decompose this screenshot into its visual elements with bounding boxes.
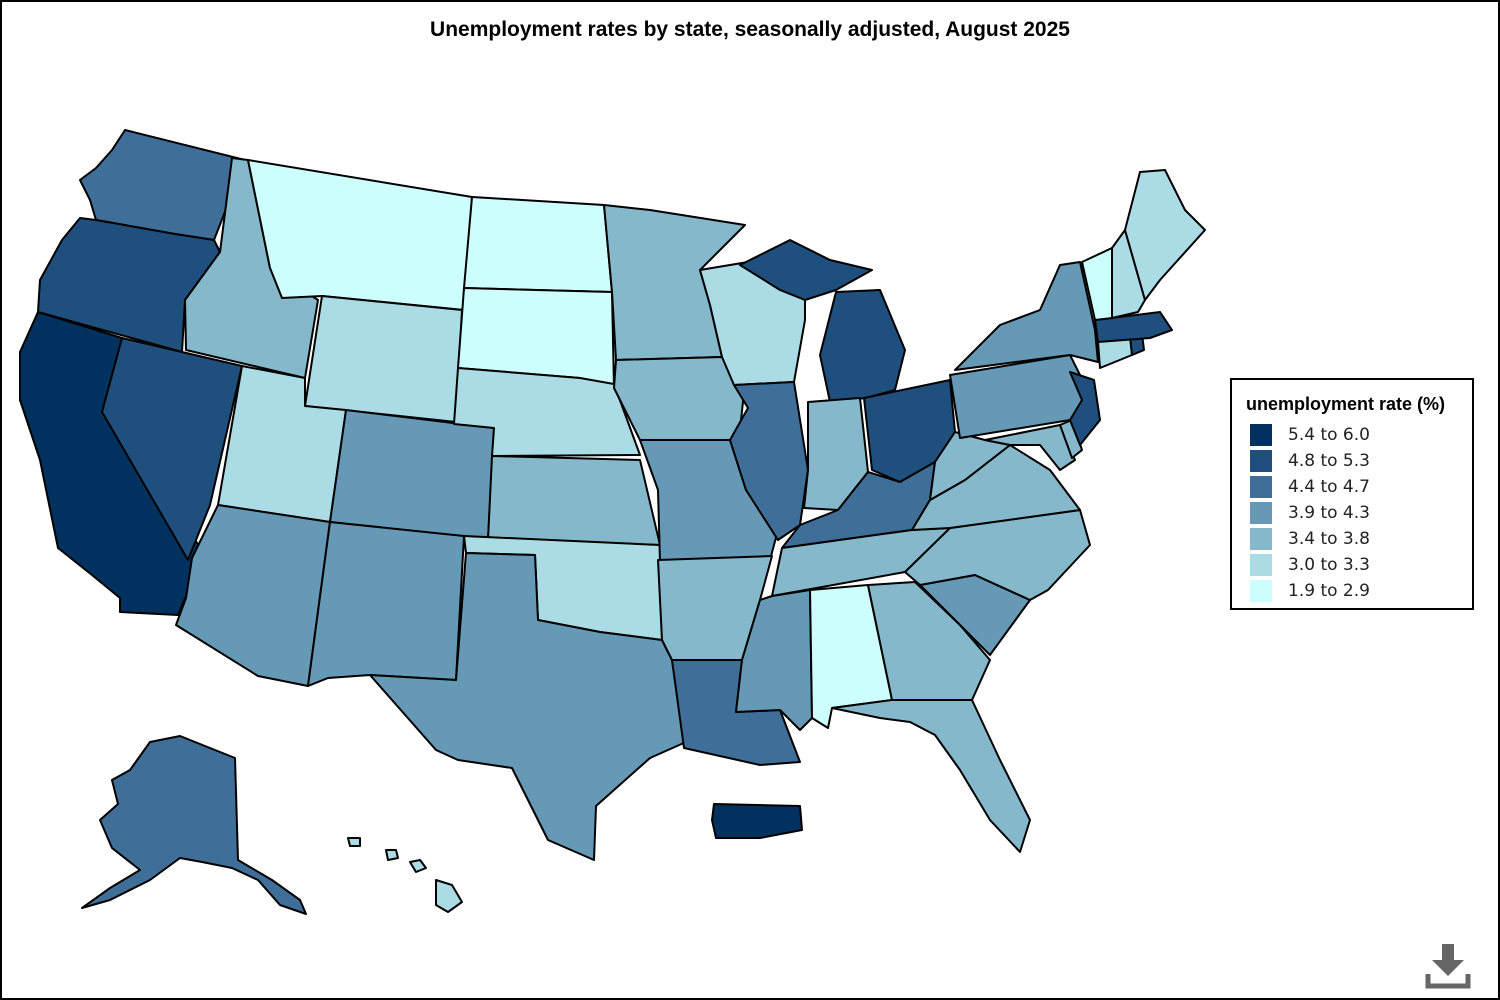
legend-swatch (1250, 580, 1272, 602)
legend-swatch (1250, 554, 1272, 576)
legend-swatch (1250, 502, 1272, 524)
state-massachusetts[interactable] (1094, 311, 1173, 343)
legend-swatch (1250, 476, 1272, 498)
state-florida[interactable] (831, 699, 1031, 853)
state-illinois[interactable] (729, 381, 809, 541)
legend-item: 3.9 to 4.3 (1250, 500, 1370, 526)
legend-label: 3.0 to 3.3 (1288, 555, 1370, 575)
state-hawaii-kauai[interactable] (347, 837, 361, 847)
legend-item: 1.9 to 2.9 (1250, 578, 1370, 604)
legend-item: 5.4 to 6.0 (1250, 422, 1370, 448)
state-new-hampshire[interactable] (1111, 229, 1146, 319)
state-new-jersey[interactable] (1069, 371, 1101, 446)
state-nevada[interactable] (101, 337, 243, 561)
legend-label: 5.4 to 6.0 (1288, 425, 1370, 445)
state-colorado[interactable] (329, 409, 495, 541)
state-michigan[interactable] (819, 289, 906, 403)
state-hawaii[interactable] (435, 879, 463, 913)
legend-item: 3.4 to 3.8 (1250, 526, 1370, 552)
legend-swatch (1250, 528, 1272, 550)
legend-item: 4.4 to 4.7 (1250, 474, 1370, 500)
legend-label: 1.9 to 2.9 (1288, 581, 1370, 601)
state-hawaii-oahu[interactable] (385, 849, 399, 861)
state-nebraska[interactable] (453, 367, 641, 457)
state-delaware[interactable] (1059, 419, 1083, 459)
legend-label: 4.4 to 4.7 (1288, 477, 1370, 497)
state-texas[interactable] (369, 552, 687, 861)
legend-label: 3.9 to 4.3 (1288, 503, 1370, 523)
map-legend: unemployment rate (%) 5.4 to 6.0 4.8 to … (1230, 378, 1474, 610)
download-icon[interactable] (1424, 940, 1472, 990)
state-new-mexico[interactable] (307, 521, 465, 687)
state-north-dakota[interactable] (463, 196, 613, 293)
state-maine[interactable] (1124, 169, 1206, 301)
territory-puerto-rico[interactable] (711, 803, 803, 839)
legend-swatch (1250, 424, 1272, 446)
legend-title: unemployment rate (%) (1246, 394, 1446, 414)
legend-item: 4.8 to 5.3 (1250, 448, 1370, 474)
legend-item: 3.0 to 3.3 (1250, 552, 1370, 578)
state-alaska[interactable] (81, 735, 307, 915)
legend-label: 3.4 to 3.8 (1288, 529, 1370, 549)
legend-swatch (1250, 450, 1272, 472)
state-michigan-upper[interactable] (739, 239, 873, 301)
state-iowa[interactable] (613, 356, 745, 441)
state-kansas[interactable] (487, 455, 661, 546)
state-montana[interactable] (247, 159, 473, 311)
state-new-york[interactable] (954, 261, 1099, 371)
state-hawaii-maui[interactable] (409, 859, 427, 873)
map-title: Unemployment rates by state, seasonally … (430, 18, 1070, 41)
state-wyoming[interactable] (304, 295, 463, 423)
legend-label: 4.8 to 5.3 (1288, 451, 1370, 471)
